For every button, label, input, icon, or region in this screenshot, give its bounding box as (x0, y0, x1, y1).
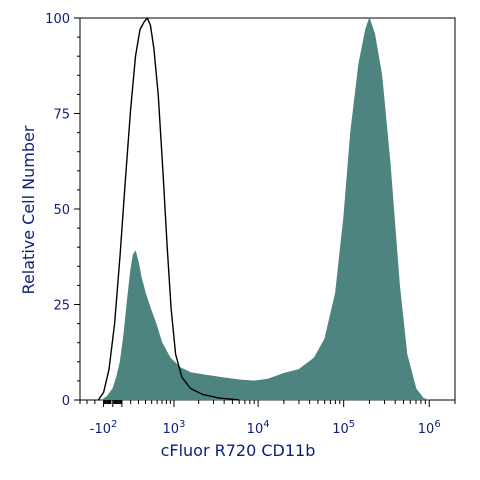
x-tick-label-0: -102 (90, 419, 118, 437)
x-tick-label-1: 103 (162, 419, 185, 437)
x-tick-label-2: 104 (247, 419, 270, 437)
series-layer (97, 17, 430, 401)
x-tick-label-4: 106 (418, 419, 441, 437)
y-tick-label-1: 25 (53, 299, 70, 314)
x-axis: -102 103 104 105 106 (79, 400, 456, 437)
y-axis-label: Relative Cell Number (19, 125, 38, 294)
series-line-1 (97, 17, 240, 401)
y-axis: 0 25 50 75 100 (45, 12, 80, 409)
x-axis-label: cFluor R720 CD11b (161, 441, 316, 460)
x-tick-label-3: 105 (332, 419, 355, 437)
y-tick-label-3: 75 (53, 108, 70, 123)
series-area-0 (100, 17, 430, 401)
y-tick-label-2: 50 (53, 203, 70, 218)
y-tick-label-4: 100 (45, 12, 70, 27)
y-tick-label-0: 0 (62, 394, 70, 409)
